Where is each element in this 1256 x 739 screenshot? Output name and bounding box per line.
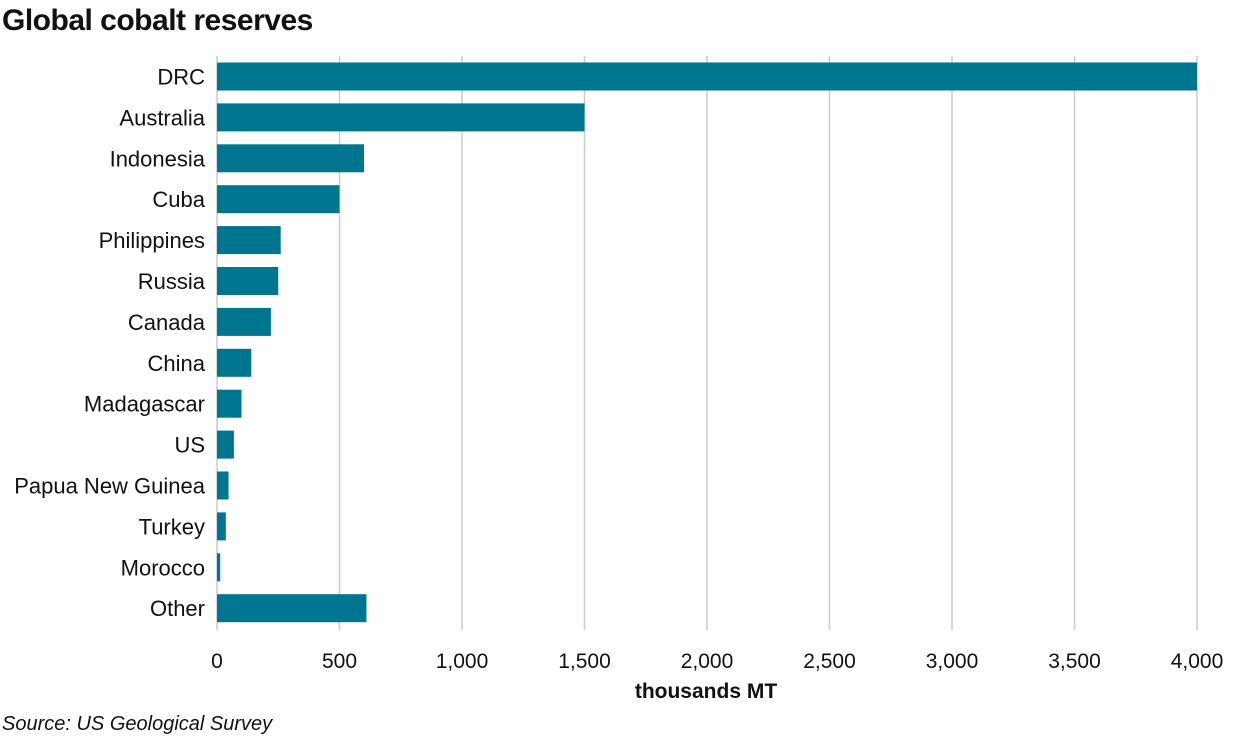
category-label: US: [174, 433, 205, 458]
category-label: Other: [150, 596, 205, 621]
category-label: Cuba: [152, 187, 205, 212]
category-label: Morocco: [121, 555, 205, 580]
category-label: Australia: [119, 105, 205, 130]
x-tick-label: 1,500: [558, 650, 611, 673]
category-label: Philippines: [99, 228, 205, 253]
bar: [217, 226, 281, 255]
category-label: Canada: [128, 310, 206, 335]
bar: [217, 471, 229, 500]
bar: [217, 348, 252, 377]
bar: [217, 512, 226, 541]
category-labels: DRC Australia Indonesia Cuba Philippines Russ…: [14, 65, 206, 622]
bar: [217, 594, 367, 623]
category-label: Russia: [138, 269, 206, 294]
bar: [217, 267, 279, 295]
bar: [217, 103, 585, 132]
bars: [217, 62, 1197, 623]
bar: [217, 62, 1197, 91]
bar: [217, 185, 340, 214]
x-axis-title: thousands MT: [635, 680, 777, 703]
chart-title: Global cobalt reserves: [2, 4, 313, 37]
x-tick-labels: 0 500 1,000 1,500 2,000 2,500 3,000 3,500 4,000: [211, 650, 1223, 673]
category-label: Madagascar: [84, 392, 205, 417]
bar: [217, 430, 234, 459]
x-tick-label: 0: [211, 650, 223, 673]
category-label: Papua New Guinea: [14, 474, 206, 499]
category-label: China: [148, 351, 206, 376]
x-tick-label: 3,000: [926, 650, 979, 673]
x-tick-label: 2,000: [681, 650, 734, 673]
x-tick-label: 1,000: [436, 650, 489, 673]
x-tick-label: 500: [322, 650, 357, 673]
x-tick-label: 4,000: [1171, 650, 1224, 673]
category-label: Turkey: [139, 514, 205, 539]
bar: [217, 307, 271, 336]
gridlines: [216, 56, 1198, 630]
bar: [217, 144, 364, 173]
x-tick-label: 3,500: [1048, 650, 1101, 673]
x-tick-label: 2,500: [803, 650, 856, 673]
category-label: DRC: [157, 65, 205, 90]
source-note: Source: US Geological Survey: [2, 713, 273, 735]
bar: [217, 553, 221, 582]
category-label: Indonesia: [110, 146, 206, 171]
bar: [217, 389, 242, 418]
